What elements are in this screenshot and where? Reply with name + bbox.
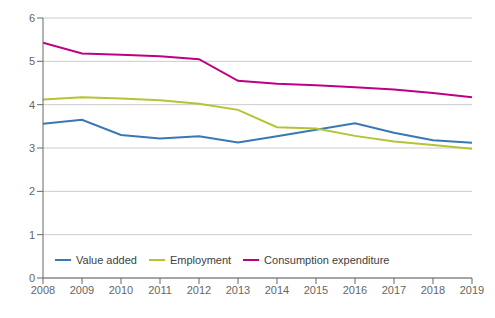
svg-text:1: 1 [29, 229, 35, 241]
svg-text:2009: 2009 [70, 284, 94, 296]
svg-text:2017: 2017 [382, 284, 406, 296]
html-text:Employment: Employment [170, 254, 232, 266]
svg-text:2018: 2018 [421, 284, 445, 296]
svg-text:6: 6 [29, 12, 35, 24]
svg-text:2013: 2013 [226, 284, 250, 296]
svg-text:2: 2 [29, 185, 35, 197]
svg-text:0: 0 [29, 272, 35, 284]
svg-text:2010: 2010 [109, 284, 133, 296]
svg-text:2012: 2012 [187, 284, 211, 296]
svg-text:2019: 2019 [460, 284, 484, 296]
svg-text:2015: 2015 [304, 284, 328, 296]
html-text:Value added: Value added [76, 254, 137, 266]
html-text:Consumption expenditure: Consumption expenditure [264, 254, 390, 266]
svg-text:2008: 2008 [31, 284, 55, 296]
svg-text:2011: 2011 [148, 284, 172, 296]
svg-text:5: 5 [29, 55, 35, 67]
svg-text:3: 3 [29, 142, 35, 154]
svg-text:2014: 2014 [265, 284, 289, 296]
svg-text:2016: 2016 [343, 284, 367, 296]
svg-text:4: 4 [29, 99, 35, 111]
